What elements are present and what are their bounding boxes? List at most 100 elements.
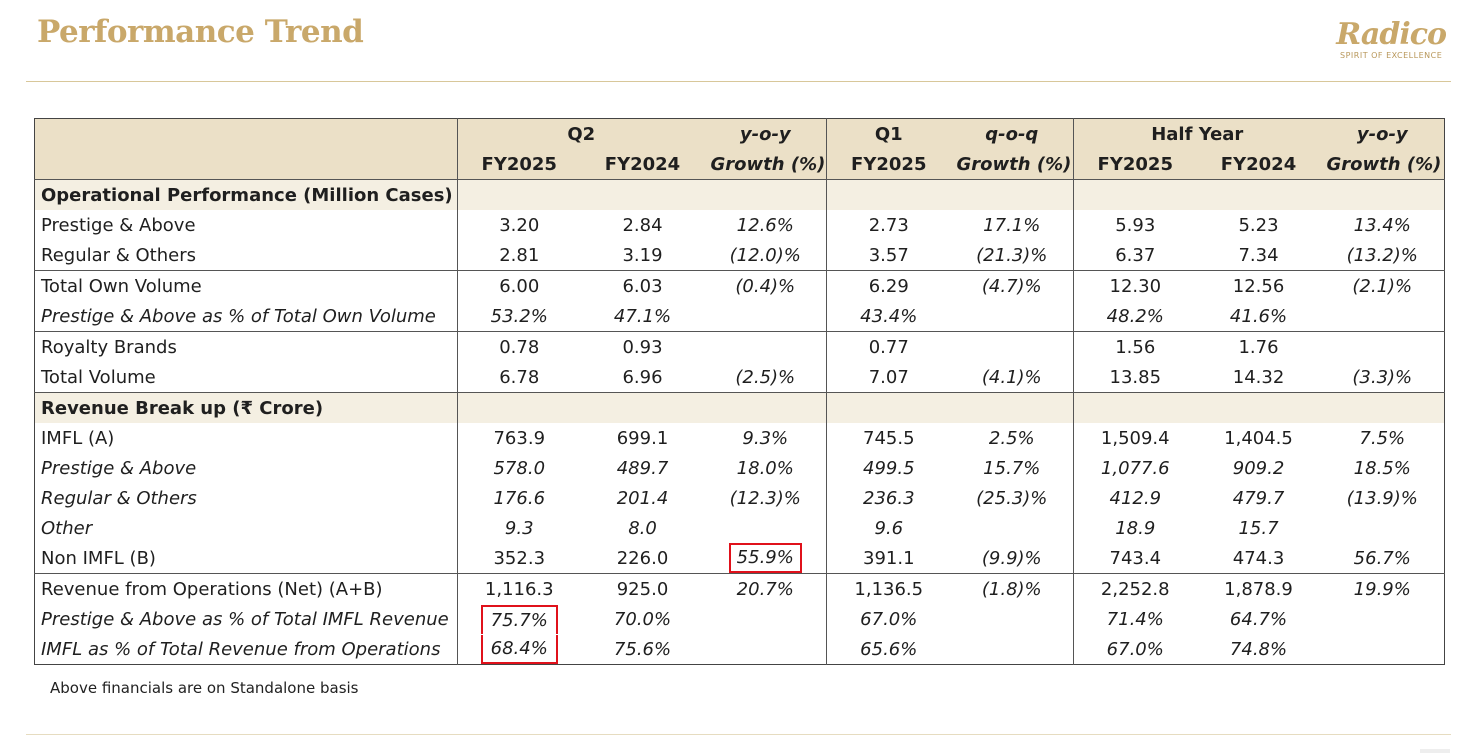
cell-value: 3.19 <box>622 244 663 266</box>
cell-value: 14.32 <box>1232 366 1285 388</box>
table-row: Royalty Brands 0.78 0.93 0.77 1.56 1.76 <box>34 331 1445 362</box>
page-title: Performance Trend <box>37 14 364 50</box>
highlight-box: 68.4% <box>480 634 558 664</box>
cell-value: 48.2% <box>1073 301 1197 332</box>
cell-value: (4.7)% <box>950 270 1074 301</box>
cell-value: 7.34 <box>1238 244 1279 266</box>
cell-value: 6.37 <box>1073 240 1197 271</box>
cell-value: 474.3 <box>1232 547 1285 569</box>
cell-value: (0.4)% <box>704 270 827 301</box>
cell-value: 8.0 <box>628 517 657 539</box>
cell-value: 68.4% <box>457 634 581 665</box>
row-label: Prestige & Above as % of Total Own Volum… <box>41 305 436 327</box>
cell-value: 75.7% <box>457 604 581 634</box>
cell-value: 74.8% <box>1229 638 1288 660</box>
cell-value: 6.03 <box>580 270 705 301</box>
cell-value: 17.1% <box>983 214 1041 236</box>
row-label: Revenue from Operations (Net) (A+B) <box>34 573 458 604</box>
cell-value: 12.6% <box>736 214 794 236</box>
table-row: Prestige & Above 578.0 489.7 18.0% 499.5 15.7… <box>35 453 1445 483</box>
cell-value: 20.7% <box>704 573 827 604</box>
cell-value: 909.2 <box>1232 457 1285 479</box>
cell-value: 9.6 <box>826 513 951 543</box>
table-row: Prestige & Above as % of Total Own Volum… <box>35 301 1445 332</box>
cell-value: 65.6% <box>826 634 951 665</box>
header-yoy-half: y-o-y <box>1320 118 1445 149</box>
cell-value <box>1321 634 1445 665</box>
cell-value: (12.3)% <box>729 487 801 509</box>
section-revenue: Revenue Break up (₹ Crore) <box>34 392 1445 423</box>
row-label: Prestige & Above <box>41 214 196 236</box>
subheader-q2-growth: Growth (%) <box>704 149 827 180</box>
logo-tagline: SPIRIT OF EXCELLENCE <box>1340 51 1443 60</box>
cell-value: 18.0% <box>736 457 794 479</box>
cell-value: 201.4 <box>616 487 669 509</box>
cell-value: 1,878.9 <box>1196 573 1321 604</box>
cell-value: 412.9 <box>1073 483 1197 513</box>
cell-value: 1,116.3 <box>457 573 581 604</box>
cell-value: 1,077.6 <box>1073 453 1197 483</box>
section-operational: Operational Performance (Million Cases) <box>34 179 1445 210</box>
cell-value: 5.23 <box>1238 214 1279 236</box>
table-row: Prestige & Above as % of Total IMFL Reve… <box>35 604 1445 634</box>
header-yoy: y-o-y <box>704 118 827 149</box>
cell-value: 9.3% <box>742 427 789 449</box>
cell-value: 489.7 <box>616 457 669 479</box>
cell-value: 0.93 <box>580 331 705 362</box>
row-label: IMFL as % of Total Revenue from Operatio… <box>41 638 441 660</box>
cell-value: 2,252.8 <box>1073 573 1197 604</box>
subheader-q2-fy2025: FY2025 <box>457 149 581 180</box>
row-label: Prestige & Above as % of Total IMFL Reve… <box>41 608 449 630</box>
header-half-year: Half Year <box>1073 118 1321 149</box>
table-row: IMFL (A) 763.9 699.1 9.3% 745.5 2.5% 1,509.4 1,… <box>35 423 1445 453</box>
cell-value: 391.1 <box>826 543 951 574</box>
row-label: Other <box>41 517 93 539</box>
cell-value: 2.5% <box>988 427 1035 449</box>
cell-value: 2.84 <box>622 214 663 236</box>
cell-value: (13.2)% <box>1346 244 1418 266</box>
row-label: Total Volume <box>41 366 156 388</box>
cell-value: 176.6 <box>457 483 581 513</box>
cell-value: 745.5 <box>826 423 951 453</box>
table-row: IMFL as % of Total Revenue from Operatio… <box>35 634 1445 665</box>
subheader-q1-growth: Growth (%) <box>950 149 1074 180</box>
cell-value: 3.20 <box>457 210 581 240</box>
cell-value: 236.3 <box>826 483 951 513</box>
cell-value: 18.5% <box>1353 457 1411 479</box>
subheader-hy-growth: Growth (%) <box>1320 149 1445 180</box>
header-divider <box>26 81 1451 82</box>
header-qoq: q-o-q <box>950 118 1074 149</box>
table-row: Other 9.3 8.0 9.6 18.9 15.7 <box>35 513 1445 543</box>
cell-value: (3.3)% <box>1352 366 1413 388</box>
cell-value: (25.3)% <box>976 487 1048 509</box>
table-row: Total Volume 6.78 6.96 (2.5)% 7.07 (4.1)% 13.8… <box>35 362 1445 393</box>
cell-value: 67.0% <box>826 604 951 634</box>
logo-name: Radico <box>1336 17 1447 52</box>
cell-value: 6.96 <box>622 366 663 388</box>
cell-value: 1,136.5 <box>826 573 951 604</box>
row-label: Regular & Others <box>41 244 197 266</box>
cell-value: 352.3 <box>457 543 581 574</box>
radico-logo: Radico SPIRIT OF EXCELLENCE <box>1336 17 1447 61</box>
cell-value: 64.7% <box>1229 608 1288 630</box>
performance-table: Q2 y-o-y Q1 q-o-q Half Year y-o-y FY2025… <box>34 118 1446 665</box>
cell-value: 699.1 <box>616 427 669 449</box>
cell-value <box>1321 513 1445 543</box>
subheader-q2-fy2024: FY2024 <box>580 149 705 180</box>
section-title: Operational Performance (Million Cases) <box>34 179 458 210</box>
row-label: IMFL (A) <box>41 427 115 449</box>
cell-value: (2.1)% <box>1320 270 1445 301</box>
cell-value: 67.0% <box>1073 634 1197 665</box>
cell-value: 499.5 <box>826 453 951 483</box>
cell-value <box>705 301 827 332</box>
row-label: Royalty Brands <box>34 331 458 362</box>
subheader-hy-fy2024: FY2024 <box>1196 149 1321 180</box>
cell-value <box>705 604 827 634</box>
table-row: Total Own Volume 6.00 6.03 (0.4)% 6.29 (4.7)%… <box>34 270 1445 301</box>
cell-value: 1.76 <box>1196 331 1321 362</box>
cell-value: 2.81 <box>457 240 581 271</box>
table-row: Regular & Others 2.81 3.19 (12.0)% 3.57 (21.3… <box>35 240 1445 271</box>
cell-value: 56.7% <box>1353 547 1411 569</box>
cell-value: (13.9)% <box>1346 487 1418 509</box>
section-title: Revenue Break up (₹ Crore) <box>34 392 458 423</box>
